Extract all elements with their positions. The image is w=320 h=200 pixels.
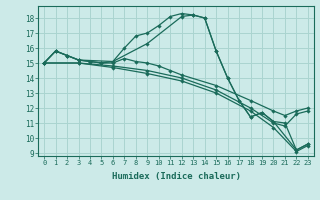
X-axis label: Humidex (Indice chaleur): Humidex (Indice chaleur) xyxy=(111,172,241,181)
